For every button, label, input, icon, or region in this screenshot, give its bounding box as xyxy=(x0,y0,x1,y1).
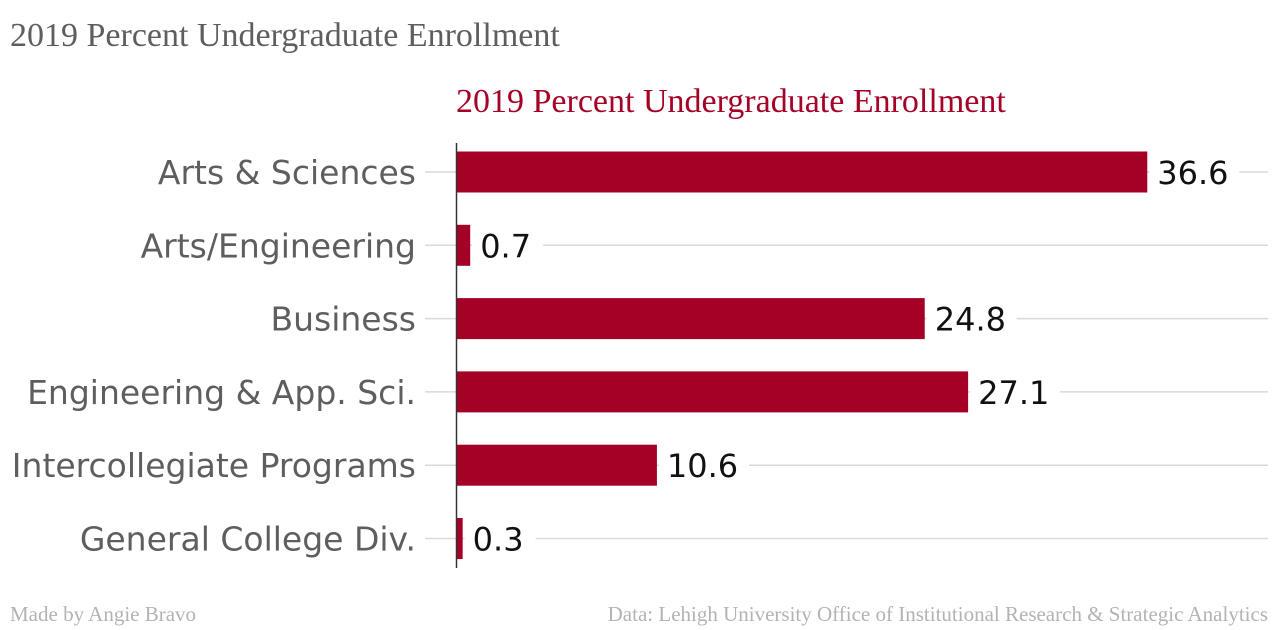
value-labels: 36.6 0.7 24.8 27.1 10.6 0.3 xyxy=(464,152,1240,559)
bar xyxy=(457,151,1148,193)
category-label: Arts/Engineering xyxy=(141,226,416,265)
value-label-backdrop xyxy=(926,298,1017,339)
category-labels: Arts & Sciences Arts/Engineering Business E… xyxy=(12,153,416,559)
value-label: 24.8 xyxy=(935,301,1006,339)
credit-author: Made by Angie Bravo xyxy=(10,602,196,626)
value-label-backdrop xyxy=(658,445,749,486)
value-label: 36.6 xyxy=(1157,154,1228,192)
category-label: Arts & Sciences xyxy=(158,153,416,192)
value-label-backdrop xyxy=(1149,152,1240,192)
value-label: 10.6 xyxy=(667,447,738,485)
value-label-backdrop xyxy=(464,518,536,559)
category-label: General College Div. xyxy=(80,520,416,559)
bar xyxy=(457,518,463,559)
value-label: 0.7 xyxy=(480,227,531,265)
chart-title: 2019 Percent Undergraduate Enrollment xyxy=(456,83,1006,120)
bar xyxy=(457,371,969,413)
bars xyxy=(457,151,1148,559)
credit-source: Data: Lehigh University Office of Instit… xyxy=(608,602,1268,626)
value-label-backdrop xyxy=(472,225,544,266)
bar xyxy=(457,224,471,266)
bar xyxy=(457,298,925,340)
category-label: Business xyxy=(270,300,416,339)
value-label: 27.1 xyxy=(978,374,1049,412)
bar xyxy=(457,444,657,486)
category-label: Intercollegiate Programs xyxy=(12,446,416,485)
page-title: 2019 Percent Undergraduate Enrollment xyxy=(10,17,560,54)
category-label: Engineering & App. Sci. xyxy=(27,373,416,412)
value-label-backdrop xyxy=(970,371,1061,412)
value-label: 0.3 xyxy=(473,521,524,559)
